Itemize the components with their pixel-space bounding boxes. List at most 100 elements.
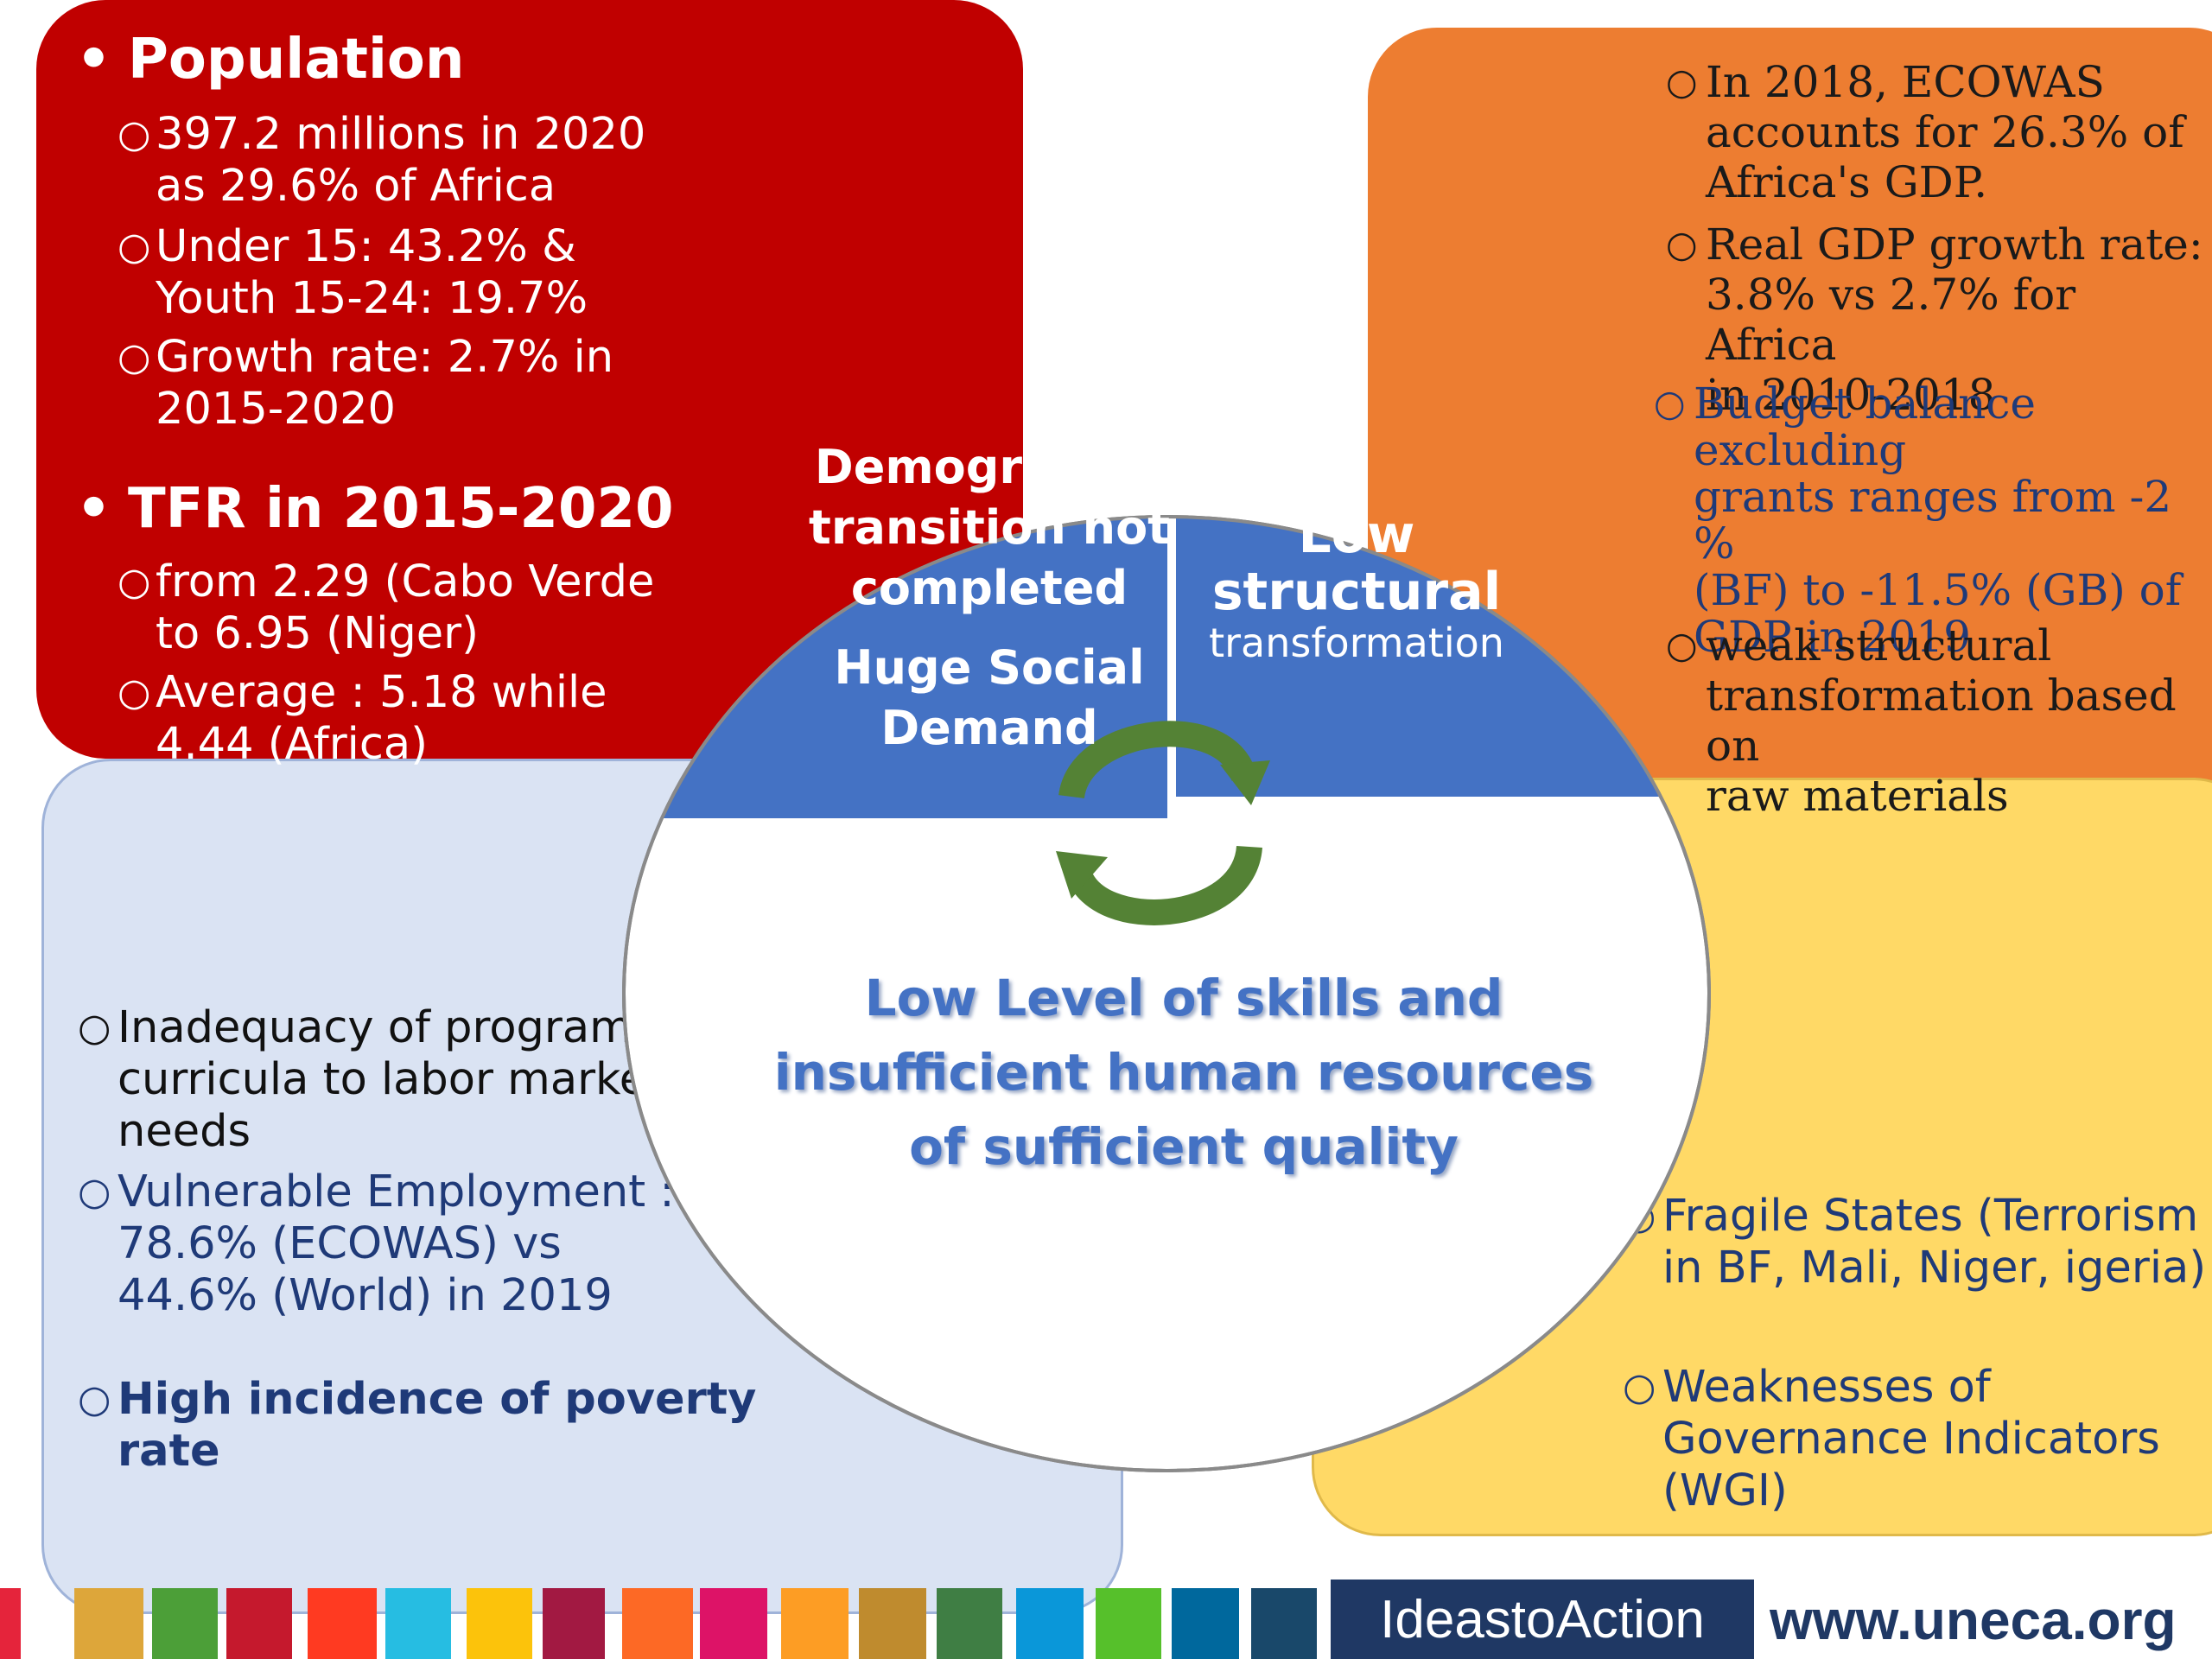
sdg-stripe	[1096, 1588, 1161, 1659]
population-item-2: ○ Under 15: 43.2% & Youth 15-24: 19.7%	[118, 221, 588, 325]
governance-item-2-line-3: (WGI)	[1662, 1465, 1788, 1516]
population-heading: Population	[128, 28, 465, 92]
circle-bullet-icon: ○	[118, 335, 151, 379]
population-item-2-line-2: Youth 15-24: 19.7%	[156, 273, 588, 324]
economy-item-4-line-2: transformation based on	[1706, 671, 2177, 771]
sdg-stripe	[543, 1588, 605, 1659]
sdg-stripe	[1251, 1588, 1317, 1659]
sdg-stripe	[0, 1588, 21, 1659]
population-item-1: ○ 397.2 millions in 2020 as 29.6% of Afr…	[118, 109, 646, 213]
tfr-item-2-line-2: 4.44 (Africa)	[156, 719, 429, 770]
governance-item-1: ○ Fragile States (Terrorism in BF, Mali,…	[1623, 1191, 2207, 1294]
ideas-to-action-logo: IdeastoAction	[1380, 1590, 1705, 1649]
employment-item-1-line-1: Inadequacy of programs	[118, 1002, 656, 1053]
structural-quadrant-label: Low structural transformation	[1184, 506, 1529, 665]
demographic-quadrant-label: Demographic transition not completed Hug…	[795, 437, 1184, 759]
social-demand-line-2: Demand	[880, 701, 1098, 755]
skills-quadrant-label: Low Level of skills and insufficient hum…	[760, 961, 1607, 1184]
structural-line-3: transformation	[1209, 620, 1504, 666]
circle-bullet-icon: ○	[1666, 223, 1698, 265]
economy-item-2-line-3: in 2010-2018	[1706, 370, 1996, 420]
economy-item-1: ○ In 2018, ECOWAS accounts for 26.3% of …	[1666, 57, 2184, 207]
structural-line-1: Low	[1298, 505, 1415, 565]
circle-bullet-icon: ○	[1666, 624, 1698, 666]
economy-item-4-line-1: weak structural	[1706, 620, 2052, 671]
sdg-stripe	[700, 1588, 767, 1659]
governance-item-2-line-1: Weaknesses of	[1662, 1362, 1991, 1413]
skills-line-2: insufficient human resources	[773, 1043, 1594, 1102]
population-item-3-line-1: Growth rate: 2.7% in	[156, 332, 614, 383]
circle-bullet-icon: ○	[118, 225, 151, 269]
circle-bullet-icon: ○	[78, 1170, 111, 1214]
sdg-stripe	[467, 1588, 532, 1659]
governance-item-2: ○ Weaknesses of Governance Indicators (W…	[1623, 1362, 2160, 1517]
employment-item-3: ○ High incidence of poverty rate	[78, 1374, 757, 1478]
sdg-stripe	[74, 1588, 143, 1659]
economy-item-1-line-3: Africa's GDP.	[1706, 157, 1988, 207]
economy-item-4-line-3: raw materials	[1706, 771, 2009, 821]
sdg-stripe	[385, 1588, 451, 1659]
employment-item-2-line-1: Vulnerable Employment :	[118, 1166, 675, 1217]
tfr-item-1-line-2: to 6.95 (Niger)	[156, 608, 480, 659]
bottom-arrow-icon	[1065, 844, 1262, 925]
top-arrow-head-icon	[1220, 760, 1270, 805]
economy-item-3-line-3: (BF) to -11.5% (GB) of	[1694, 565, 2182, 615]
circle-bullet-icon: ○	[1623, 1365, 1656, 1409]
sdg-stripe	[622, 1588, 693, 1659]
circle-bullet-icon: ○	[118, 671, 151, 715]
population-item-3-line-2: 2015-2020	[156, 384, 396, 435]
social-demand-line-1: Huge Social	[834, 640, 1145, 695]
bottom-arrow-head-icon	[1056, 851, 1108, 899]
population-item-3: ○ Growth rate: 2.7% in 2015-2020	[118, 332, 614, 435]
top-right-quadrant	[1175, 517, 1709, 797]
circle-bullet-icon: ○	[78, 1377, 111, 1421]
employment-item-2-line-2: 78.6% (ECOWAS) vs	[118, 1218, 562, 1269]
demographic-line-2: transition not	[809, 500, 1170, 555]
brand-box	[1331, 1580, 1754, 1659]
tfr-bullet: •	[76, 477, 111, 541]
sdg-stripe	[937, 1588, 1002, 1659]
population-item-1-line-1: 397.2 millions in 2020	[156, 109, 646, 160]
economy-item-4: ○ weak structural transformation based o…	[1666, 620, 2212, 821]
governance-item-1-line-2: in BF, Mali, Niger, igeria)	[1662, 1243, 2207, 1294]
circle-bullet-icon: ○	[118, 112, 151, 156]
tfr-item-2: ○ Average : 5.18 while 4.44 (Africa)	[118, 667, 607, 771]
top-arrow-icon	[1058, 721, 1257, 800]
economy-item-3-line-1: Budget balance excluding	[1694, 378, 2036, 475]
population-item-2-line-1: Under 15: 43.2% &	[156, 221, 576, 272]
sdg-stripe	[1016, 1588, 1084, 1659]
employment-item-1: ○ Inadequacy of programs curricula to la…	[78, 1002, 664, 1158]
economy-item-1-line-1: In 2018, ECOWAS	[1706, 57, 2105, 107]
employment-item-2-line-3: 44.6% (World) in 2019	[118, 1270, 613, 1321]
circle-bullet-icon: ○	[1666, 60, 1698, 103]
population-item-1-line-2: as 29.6% of Africa	[156, 161, 556, 212]
structural-line-2: structural	[1211, 562, 1502, 622]
circle-outline	[622, 515, 1711, 1472]
employment-item-3-line-1: High incidence of poverty	[118, 1374, 757, 1425]
economy-item-1-line-2: accounts for 26.3% of	[1706, 107, 2184, 157]
economy-item-2-line-2: 3.8% vs 2.7% for Africa	[1706, 270, 2076, 370]
governance-item-2-line-2: Governance Indicators	[1662, 1414, 2160, 1465]
economy-item-3-line-4: GDP in 2019	[1694, 612, 1971, 662]
sdg-stripe	[1172, 1588, 1239, 1659]
governance-item-1-line-1: Fragile States (Terrorism	[1662, 1191, 2199, 1242]
economy-item-3-line-2: grants ranges from -2 %	[1694, 472, 2172, 569]
economy-item-2: ○ Real GDP growth rate: 3.8% vs 2.7% for…	[1666, 219, 2212, 420]
skills-line-1: Low Level of skills and	[864, 969, 1503, 1027]
employment-item-1-line-2: curricula to labor market	[118, 1054, 664, 1105]
sdg-stripe	[152, 1588, 218, 1659]
circle-bullet-icon: ○	[1654, 382, 1686, 424]
employment-item-3-line-2: rate	[118, 1426, 220, 1477]
population-bullet: •	[76, 28, 111, 92]
employment-item-1-line-3: needs	[118, 1106, 251, 1157]
economy-item-2-line-1: Real GDP growth rate:	[1706, 219, 2203, 270]
tfr-item-2-line-1: Average : 5.18 while	[156, 667, 607, 718]
tfr-item-1: ○ from 2.29 (Cabo Verde to 6.95 (Niger)	[118, 556, 654, 660]
demographic-line-1: Demographic	[814, 440, 1165, 494]
circle-bullet-icon: ○	[118, 560, 151, 604]
circle-bullet-icon: ○	[78, 1006, 111, 1050]
sdg-stripe	[308, 1588, 377, 1659]
skills-line-3: of sufficient quality	[909, 1117, 1459, 1176]
tfr-heading: TFR in 2015-2020	[128, 477, 674, 541]
